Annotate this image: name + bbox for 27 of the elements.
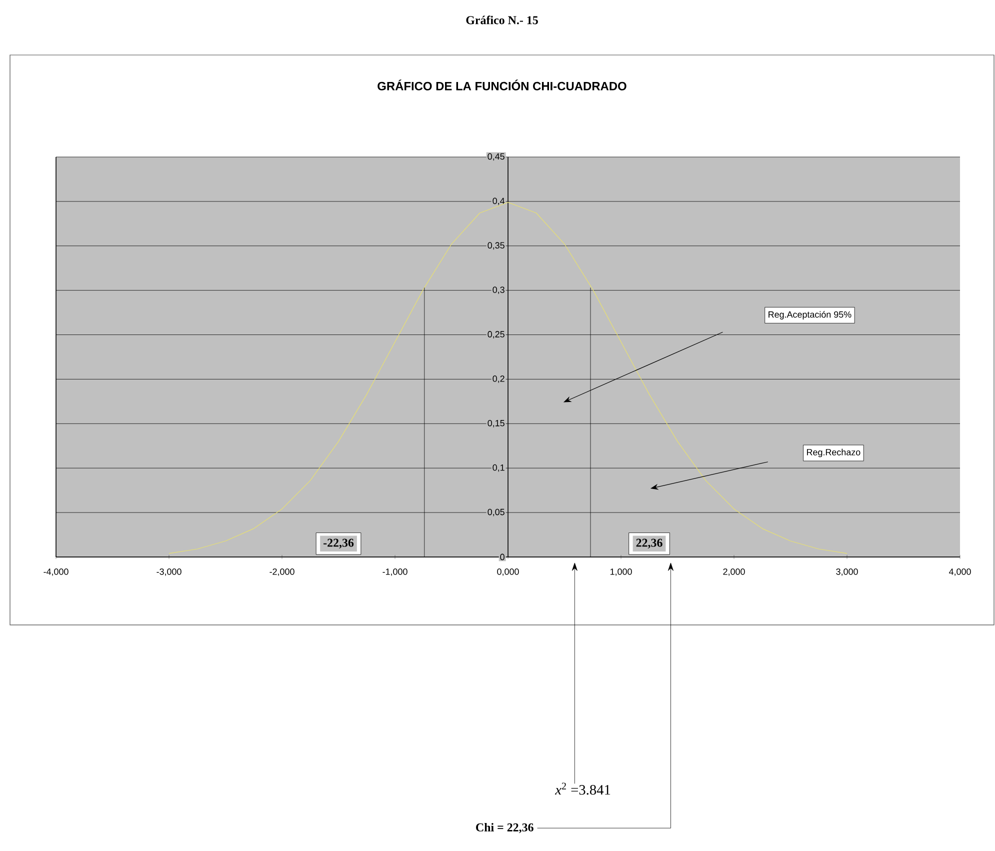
annotation: Reg.Aceptación 95% xyxy=(768,310,852,320)
x-tick-label: 3,000 xyxy=(836,568,858,576)
y-tick-label: 0,15 xyxy=(488,420,504,428)
annotation: -22,36 xyxy=(324,538,354,549)
x-tick-label: -2,000 xyxy=(270,568,294,576)
x-tick-label: -3,000 xyxy=(156,568,182,576)
y-tick-label: 0,35 xyxy=(488,242,504,250)
x-tick-label: -1,000 xyxy=(382,568,408,576)
x-tick-label: 1,000 xyxy=(610,568,632,576)
y-tick-label: 0,45 xyxy=(488,153,504,161)
x-tick-label: 4,000 xyxy=(948,568,971,576)
annotation: 22,36 xyxy=(636,538,662,549)
text: Chi = 22,36 xyxy=(476,823,534,834)
y-tick-label: 0,05 xyxy=(488,508,504,516)
x-tick-label: -4,000 xyxy=(44,568,68,576)
y-tick-label: 0,1 xyxy=(492,464,504,472)
y-tick-label: 0,25 xyxy=(488,331,504,338)
x-tick-label: 0,000 xyxy=(497,568,519,576)
chart-title: GRÁFICO DE LA FUNCIÓN CHI-CUADRADO xyxy=(378,80,626,90)
text: Gráfico N.- 15 xyxy=(466,16,538,24)
y-tick-label: 0,4 xyxy=(492,198,505,206)
y-tick-label: 0 xyxy=(500,554,504,560)
y-tick-label: 0,3 xyxy=(492,286,504,294)
annotation: Reg.Rechazo xyxy=(807,448,860,458)
x-tick-label: 2,000 xyxy=(723,568,745,576)
text: x$^{2}$ =3.841 xyxy=(554,782,610,795)
y-tick-label: 0,2 xyxy=(492,376,504,383)
